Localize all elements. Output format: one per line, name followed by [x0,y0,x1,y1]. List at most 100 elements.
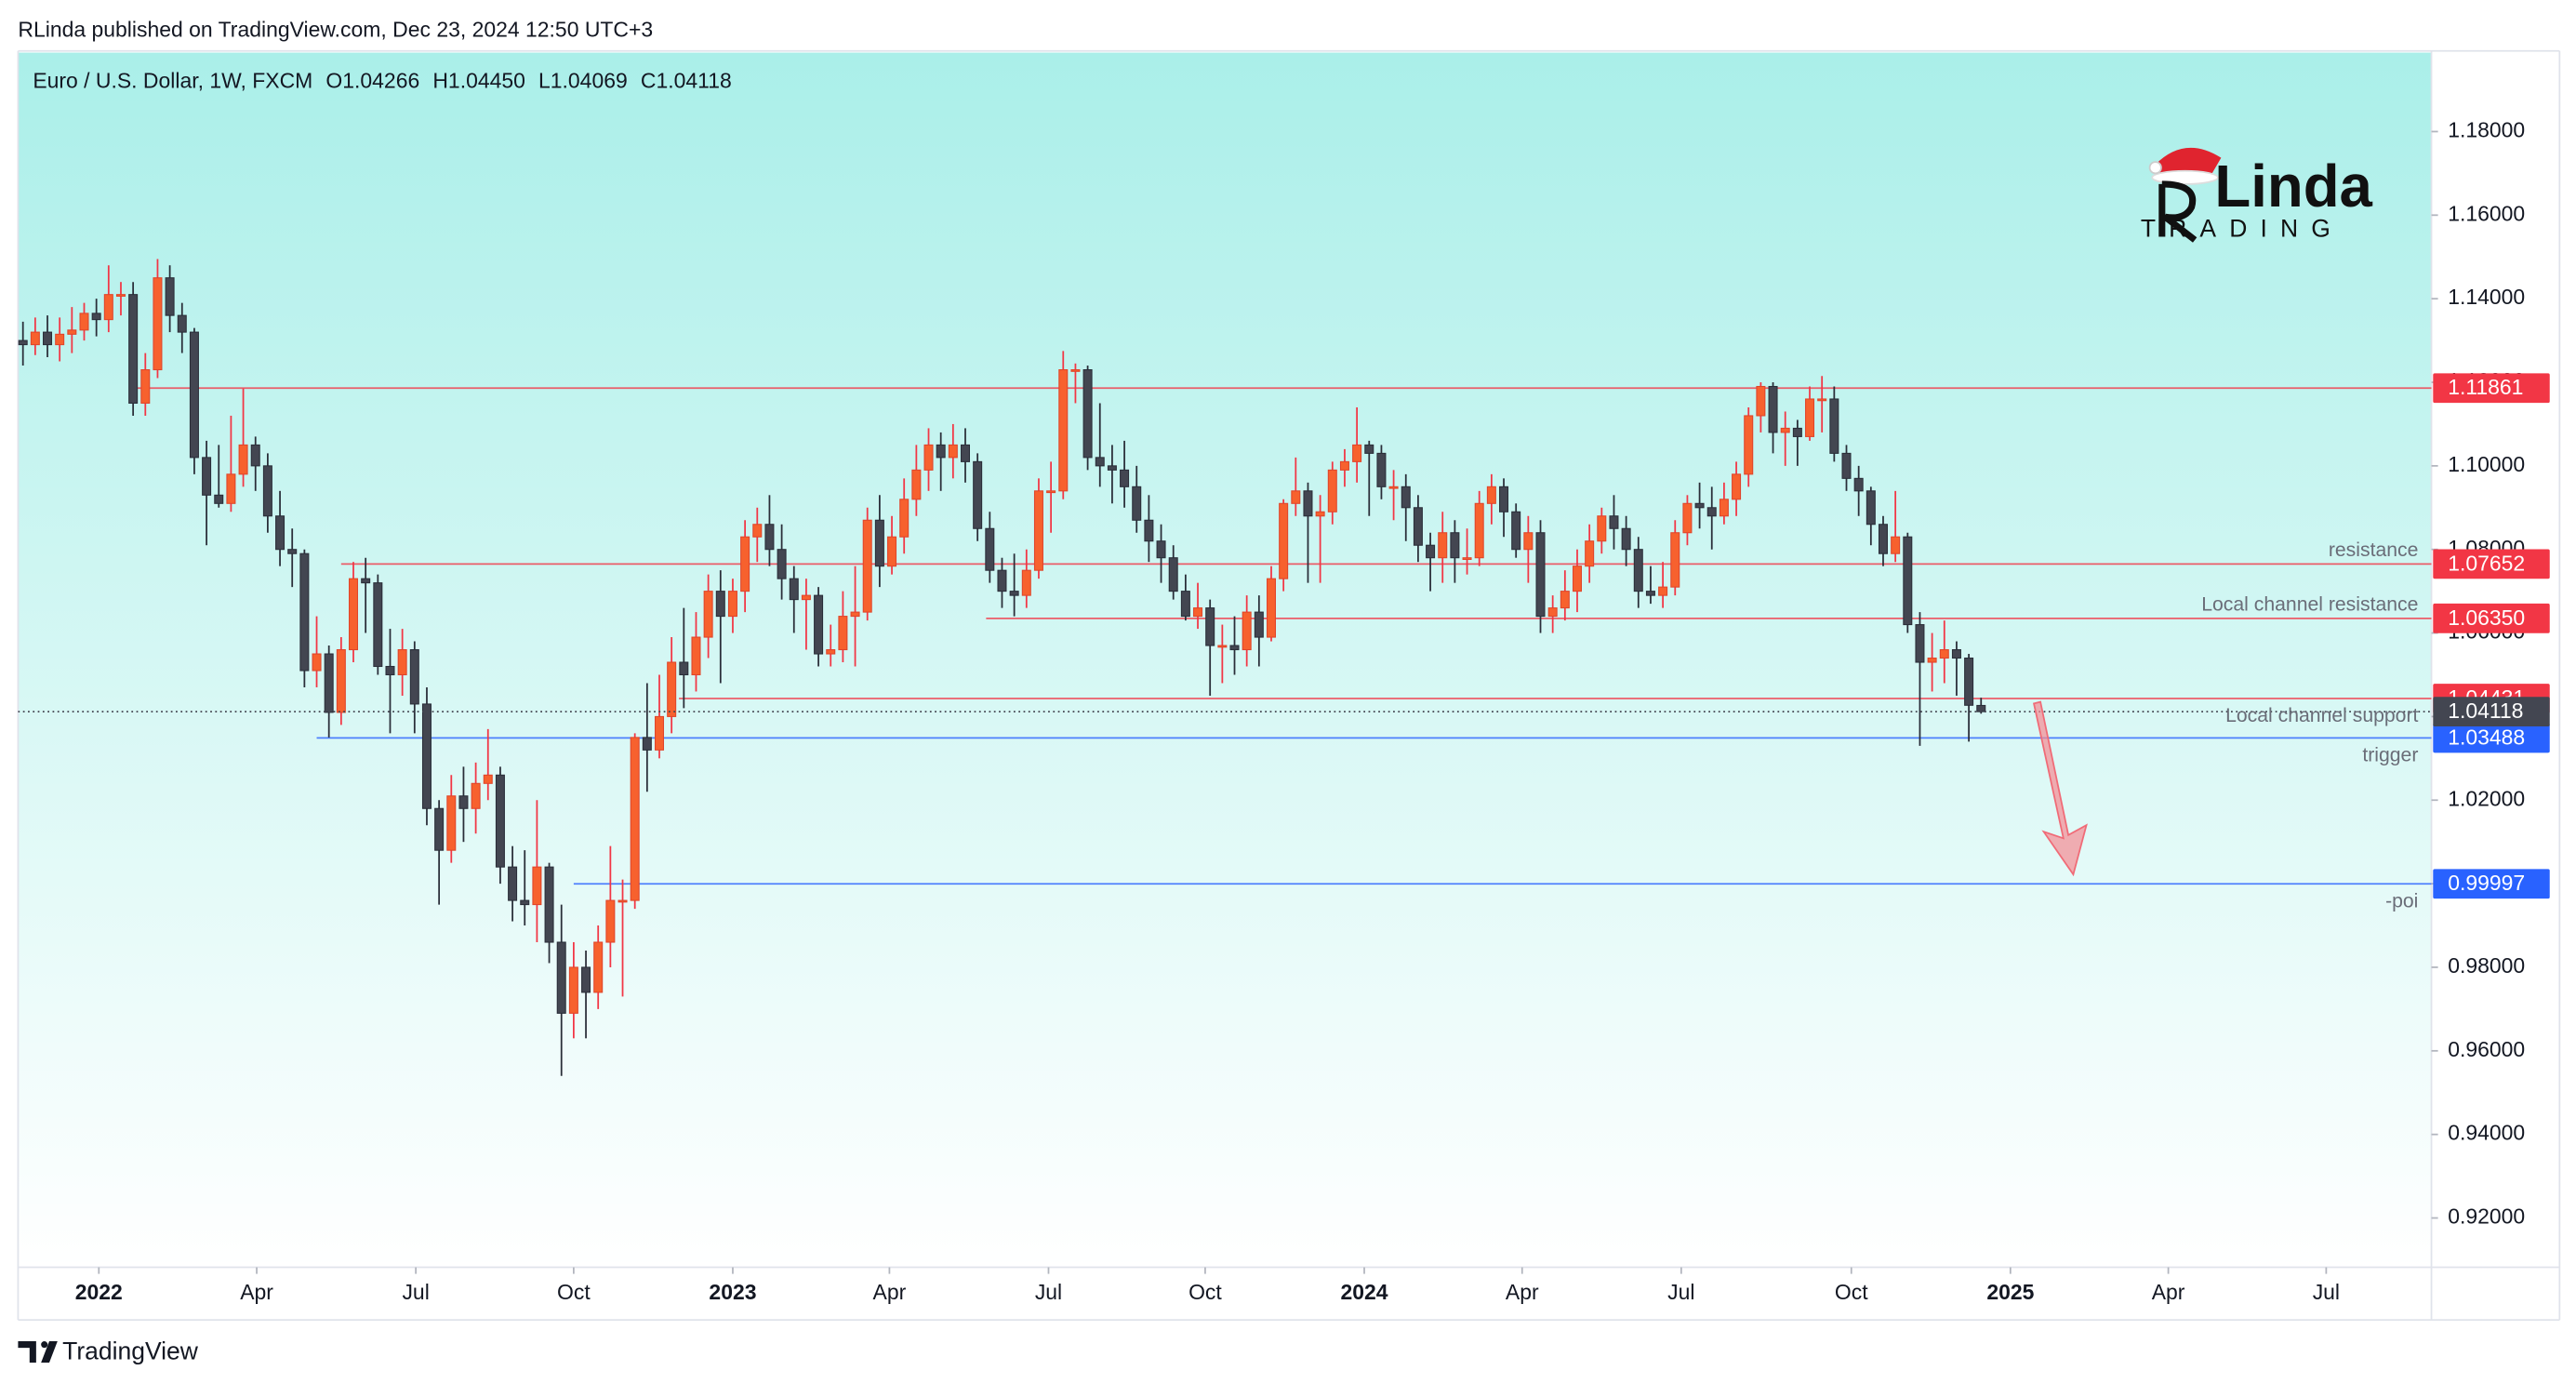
candle-body [1535,532,1546,618]
price-tag [2433,723,2550,753]
candle-body [642,737,652,751]
candle-body [226,473,236,504]
candle-body [520,899,530,906]
ohlc-value: L1.04069 [538,68,628,92]
candle-body [814,594,824,655]
candle-body [1878,524,1888,554]
candle-body [30,331,40,346]
y-tick-label: 0.96000 [2448,1037,2525,1061]
axes: 0.920000.940000.960000.980001.000001.020… [75,118,2550,1304]
y-tick-label: 1.10000 [2448,452,2525,476]
candle-body [1792,427,1802,437]
candle-body [1120,469,1130,487]
candle-body [1511,511,1521,551]
candle-body [777,549,787,579]
price-tag [2433,549,2550,579]
candle-body [1645,591,1655,596]
candle-body [1719,499,1729,517]
candle-body [1682,502,1693,534]
price-tag [2433,373,2550,404]
y-tick-label: 1.14000 [2448,285,2525,309]
candle-body [973,460,983,529]
candle-body [483,774,493,784]
candle-body [911,469,922,500]
candle-body [1021,569,1031,596]
candle-body [1180,591,1190,618]
candle-body [1927,657,1937,663]
candle-body [740,536,750,592]
candle-body [1082,369,1093,459]
logo-tag: TRADING [2141,214,2344,242]
candle-body [1670,532,1680,588]
candle-body [1658,586,1668,596]
price-tag-label: 0.99997 [2448,871,2525,895]
logo-hat-brim [2151,169,2219,185]
x-tick-label: Oct [1835,1280,1868,1304]
candle-body [55,333,65,346]
x-tick-label: Jul [402,1280,429,1304]
candle-body [1841,452,1852,479]
candle-body [1744,415,1754,475]
candle-body [275,515,285,551]
candle-body [458,795,469,809]
candle-body [1706,507,1717,517]
candle-body [1547,607,1558,618]
candle-body [1891,536,1901,554]
candle-body [985,527,995,571]
candle-body [789,578,799,601]
candle-body [1633,549,1643,592]
candle-body [617,899,628,903]
candle-body [189,331,199,459]
candle-body [91,313,101,321]
candle-body [153,277,163,371]
candle-body [446,795,457,851]
price-tag-label: 1.03488 [2448,725,2525,749]
level-annotation: Local channel resistance [2201,593,2418,615]
candle-body [1621,527,1631,551]
ohlc-value: H1.04450 [432,68,525,92]
price-tag-label: 1.06350 [2448,606,2525,630]
x-tick-label: Apr [2152,1280,2185,1304]
x-tick-label: Oct [557,1280,591,1304]
candle-body [1780,427,1790,433]
candle-body [373,582,383,668]
candle-body [874,519,884,567]
price-tag [2433,869,2550,899]
candle-body [336,649,346,713]
level-annotation: Local channel support [2225,705,2418,726]
candle-body [1352,444,1362,462]
candle-body [262,465,272,517]
candle-body [1217,645,1228,648]
candle-body [115,294,126,297]
candle-body [1046,490,1056,494]
candle-body [103,294,113,321]
candle-body [1009,591,1019,596]
x-tick-label: Apr [240,1280,273,1304]
level-annotation: -poi [2385,890,2418,912]
logo-hat-ball [2148,161,2162,175]
candle-body [1242,611,1252,651]
candle-body [605,899,616,943]
candle-body [679,661,689,676]
candle-body [177,314,187,333]
y-tick-label: 1.02000 [2448,786,2525,810]
candle-body [764,524,775,551]
candle-body [1376,452,1387,487]
y-tick-label: 0.94000 [2448,1121,2525,1145]
candle-body [1951,649,1961,659]
candle-body [923,444,934,471]
candle-body [1523,532,1534,551]
candle-body [508,866,518,901]
candle-body [1964,657,1974,706]
x-tick-label: 2022 [75,1280,123,1304]
x-tick-label: 2024 [1340,1280,1388,1304]
candle-body [568,966,578,1014]
candle-body [862,519,872,613]
x-tick-label: Jul [2313,1280,2340,1304]
candle-body [1132,486,1142,521]
candle-body [409,649,419,705]
y-tick-label: 0.98000 [2448,953,2525,978]
last-price-tag [2433,697,2550,727]
last-price-label: 1.04118 [2448,699,2523,723]
